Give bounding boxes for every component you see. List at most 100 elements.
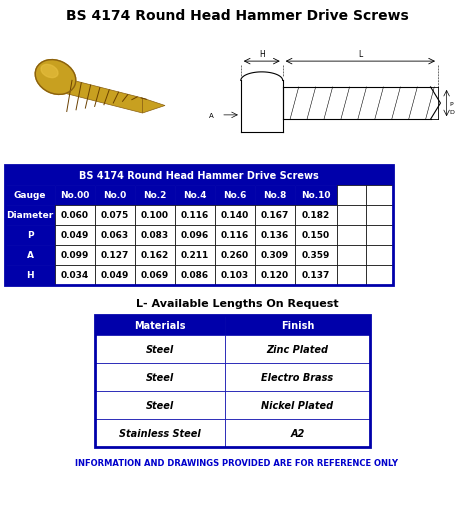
Text: Diameter: Diameter [6,211,54,220]
Text: L: L [358,50,363,59]
Bar [135,186,175,206]
Bar [366,186,393,206]
Bar [295,266,337,285]
Bar [366,266,393,285]
Text: Stainless Steel: Stainless Steel [119,428,201,438]
Text: 0.137: 0.137 [302,271,330,280]
Polygon shape [143,99,165,114]
Bar [135,245,175,266]
Text: 0.103: 0.103 [221,271,249,280]
Bar [215,206,255,226]
Text: 0.211: 0.211 [181,251,209,260]
Text: No.6: No.6 [223,191,246,200]
Bar [337,266,366,285]
Bar [337,186,366,206]
Bar [255,245,295,266]
Bar [225,391,370,419]
Text: 0.116: 0.116 [181,211,209,220]
Text: 0.083: 0.083 [141,231,169,240]
Text: A: A [209,113,214,119]
Bar [55,226,95,245]
Text: Nickel Plated: Nickel Plated [262,400,334,410]
Bar [295,226,337,245]
Bar [295,186,337,206]
Text: No.10: No.10 [301,191,331,200]
Text: 0.182: 0.182 [302,211,330,220]
Bar [215,245,255,266]
Text: 0.127: 0.127 [101,251,129,260]
Text: INFORMATION AND DRAWINGS PROVIDED ARE FOR REFERENCE ONLY: INFORMATION AND DRAWINGS PROVIDED ARE FO… [75,459,399,468]
Bar [95,245,135,266]
Bar [366,206,393,226]
Text: 0.100: 0.100 [141,211,169,220]
Bar [337,245,366,266]
Text: Zinc Plated: Zinc Plated [266,344,328,355]
Bar [55,245,95,266]
Bar [175,266,215,285]
Text: Steel: Steel [146,400,174,410]
Text: 0.167: 0.167 [261,211,289,220]
Bar [215,266,255,285]
Text: Finish: Finish [281,320,314,330]
Bar [337,206,366,226]
Bar [95,316,225,335]
Text: 0.063: 0.063 [101,231,129,240]
Text: 0.140: 0.140 [221,211,249,220]
Bar [366,245,393,266]
Bar [95,186,135,206]
Bar [255,226,295,245]
Text: 0.136: 0.136 [261,231,289,240]
Text: Steel: Steel [146,344,174,355]
Text: 0.049: 0.049 [101,271,129,280]
Text: No.2: No.2 [143,191,167,200]
Bar [225,316,370,335]
Bar [95,226,135,245]
Bar [135,266,175,285]
Bar [175,226,215,245]
Text: 0.162: 0.162 [141,251,169,260]
Bar [95,419,225,447]
Bar [255,206,295,226]
Bar [175,206,215,226]
Text: 0.060: 0.060 [61,211,89,220]
Text: 0.069: 0.069 [141,271,169,280]
Ellipse shape [35,61,76,95]
Text: Electro Brass: Electro Brass [262,372,334,382]
Bar [337,226,366,245]
Text: 0.150: 0.150 [302,231,330,240]
Bar [5,166,393,186]
Bar [175,186,215,206]
Bar [5,266,55,285]
Text: P: P [27,231,33,240]
Text: BS 4174 Round Head Hammer Drive Screws: BS 4174 Round Head Hammer Drive Screws [79,171,319,181]
Text: Steel: Steel [146,372,174,382]
Text: 0.075: 0.075 [101,211,129,220]
Bar [5,186,55,206]
Bar [135,206,175,226]
Text: A: A [27,251,34,260]
Text: 0.034: 0.034 [61,271,89,280]
Text: 0.099: 0.099 [61,251,89,260]
Text: H: H [259,50,264,59]
Text: D: D [449,110,454,115]
Text: 0.096: 0.096 [181,231,209,240]
Text: A2: A2 [291,428,305,438]
Text: No.0: No.0 [103,191,127,200]
Bar [5,206,55,226]
Bar [5,166,393,285]
Text: 0.120: 0.120 [261,271,289,280]
Polygon shape [60,78,143,114]
Text: 0.049: 0.049 [61,231,89,240]
Bar [225,335,370,363]
Bar [95,206,135,226]
Text: No.8: No.8 [264,191,287,200]
Text: L- Available Lengths On Request: L- Available Lengths On Request [136,298,338,309]
Bar [5,226,55,245]
Bar [225,419,370,447]
Bar [55,206,95,226]
Bar [135,226,175,245]
Text: H: H [26,271,34,280]
Bar [95,335,225,363]
Bar [255,186,295,206]
Ellipse shape [41,65,58,78]
